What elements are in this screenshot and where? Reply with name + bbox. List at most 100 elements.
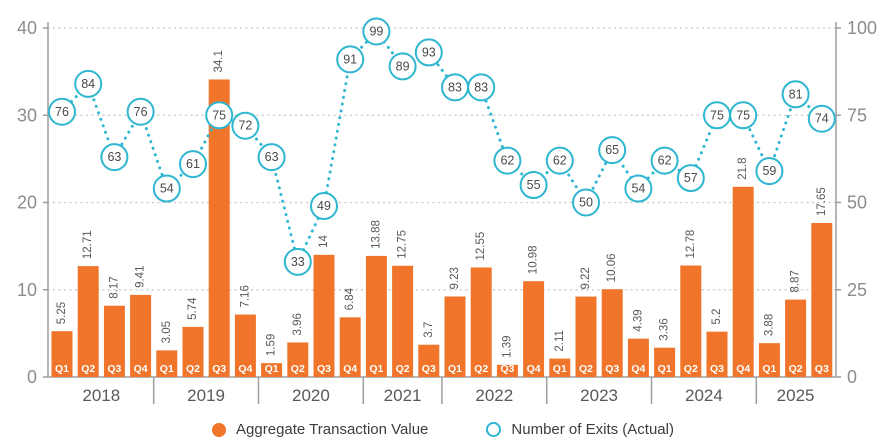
exits-line	[60, 29, 824, 267]
quarter-label: Q2	[474, 363, 488, 375]
exit-value-label: 62	[500, 154, 514, 168]
quarter-label: Q4	[736, 363, 750, 375]
legend-item-number-of-exits: Number of Exits (Actual)	[486, 421, 674, 438]
exit-value-label: 76	[134, 105, 148, 119]
bar-value-label: 5.74	[187, 297, 199, 320]
exit-marker	[572, 188, 600, 217]
bar-value-label: 2.11	[554, 330, 566, 352]
bar-value-label: 13.88	[370, 220, 382, 249]
exit-marker	[205, 101, 234, 130]
bar	[523, 281, 545, 377]
bar	[287, 342, 309, 377]
left-axis-label: 40	[17, 18, 37, 38]
exit-marker	[414, 38, 443, 67]
exit-marker	[650, 146, 679, 175]
exit-value-label: 62	[658, 154, 672, 168]
bar	[182, 326, 204, 377]
bar-value-label: 10.06	[606, 253, 618, 282]
bar-value-label: 9.41	[135, 266, 147, 288]
exit-value-label: 54	[160, 182, 174, 196]
bar-value-label: 5.25	[56, 302, 68, 324]
bar	[654, 347, 676, 377]
exit-marker	[231, 111, 260, 140]
bar	[601, 289, 623, 377]
bar	[313, 254, 335, 377]
exit-value-label: 33	[291, 255, 305, 269]
quarter-label: Q1	[553, 363, 567, 375]
year-label: 2019	[187, 386, 225, 405]
legend-bar-marker-icon	[212, 422, 227, 437]
legend-item-transaction-value: Aggregate Transaction Value	[212, 421, 428, 438]
bar	[77, 266, 99, 377]
year-label: 2024	[685, 386, 723, 405]
exit-marker	[729, 101, 758, 130]
year-label: 2018	[82, 386, 120, 405]
exit-value-label: 91	[343, 52, 357, 66]
bar-value-label: 34.1	[213, 50, 225, 72]
bar-value-label: 21.8	[737, 157, 749, 179]
quarter-label: Q4	[527, 363, 541, 375]
exit-value-label: 57	[684, 171, 698, 185]
quarter-label: Q3	[605, 363, 619, 375]
quarter-label: Q1	[265, 363, 279, 375]
bar-value-label: 10.98	[528, 245, 540, 274]
exit-marker	[74, 69, 103, 98]
bar	[339, 317, 361, 377]
exit-marker	[624, 174, 653, 203]
quarter-label: Q1	[160, 363, 174, 375]
bar	[156, 350, 178, 377]
exit-value-label: 62	[553, 154, 567, 168]
exit-marker	[519, 171, 548, 200]
bar-value-label: 4.39	[632, 309, 644, 331]
right-axis-label: 0	[847, 367, 857, 387]
bar	[418, 344, 440, 377]
bar-value-label: 3.36	[659, 318, 671, 340]
exit-marker	[676, 164, 705, 193]
year-label: 2020	[292, 386, 330, 405]
bar-value-label: 7.16	[239, 285, 251, 307]
bar-value-label: 8.87	[790, 270, 802, 292]
quarter-label: Q2	[81, 363, 95, 375]
year-label: 2022	[475, 386, 513, 405]
legend-label-transaction-value: Aggregate Transaction Value	[236, 421, 429, 438]
bar-value-label: 12.75	[397, 230, 409, 259]
bar	[785, 299, 807, 377]
exit-marker	[179, 150, 207, 179]
exit-marker	[48, 97, 76, 126]
right-axis-label: 50	[847, 193, 867, 213]
bar	[51, 331, 73, 377]
bar-value-label: 17.65	[816, 187, 828, 216]
bar	[732, 186, 754, 377]
bar	[208, 79, 230, 377]
bar-value-label: 12.71	[82, 230, 94, 259]
bar	[627, 338, 649, 377]
legend-label-number-of-exits: Number of Exits (Actual)	[511, 421, 674, 438]
legend-line-marker-icon	[486, 422, 502, 437]
quarter-label: Q3	[107, 363, 121, 375]
quarter-label: Q2	[789, 363, 803, 375]
bar-value-label: 1.59	[266, 334, 278, 356]
exit-marker	[598, 136, 627, 165]
quarter-label: Q1	[369, 363, 383, 375]
bar	[444, 296, 466, 377]
bar-value-label: 5.2	[711, 309, 723, 325]
exit-value-label: 89	[396, 59, 410, 73]
quarter-label: Q1	[658, 363, 672, 375]
exit-marker	[257, 143, 286, 172]
quarter-label: Q4	[343, 363, 357, 375]
year-label: 2023	[580, 386, 618, 405]
quarter-label: Q1	[55, 363, 69, 375]
bar	[549, 358, 571, 377]
bar	[758, 343, 780, 377]
exit-value-label: 49	[317, 199, 331, 213]
exit-value-label: 83	[448, 80, 462, 94]
bar-value-label: 14	[318, 234, 330, 247]
exit-marker	[336, 45, 365, 74]
exit-marker	[781, 80, 810, 109]
exit-value-label: 54	[631, 182, 645, 196]
quarter-label: Q3	[317, 363, 331, 375]
year-label: 2025	[777, 386, 815, 405]
quarter-label: Q3	[422, 363, 436, 375]
exit-value-label: 65	[605, 143, 619, 157]
